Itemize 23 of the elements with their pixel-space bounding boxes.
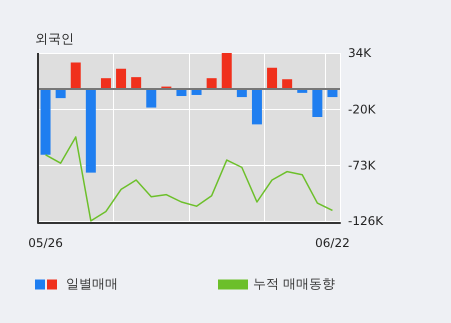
bar — [100, 78, 111, 89]
bar — [252, 88, 262, 124]
y-tick-label: 34K — [348, 46, 372, 60]
line-series — [44, 136, 334, 222]
x-tick-label: 05/26 — [28, 236, 63, 250]
bar — [312, 88, 322, 118]
bar — [70, 62, 81, 89]
x-tick-label: 06/22 — [315, 236, 350, 250]
bar — [282, 79, 292, 89]
bar — [267, 68, 278, 89]
bar — [222, 53, 232, 89]
y-tick-label: -126K — [348, 214, 384, 228]
bar — [40, 88, 51, 155]
bar — [131, 77, 142, 89]
legend-label: 일별매매 — [66, 277, 118, 292]
legend-label: 누적 매매동향 — [253, 277, 336, 292]
chart-title: 외국인 — [35, 32, 74, 47]
bar — [146, 88, 156, 108]
bar — [206, 78, 217, 89]
bar — [86, 88, 96, 173]
bar — [116, 68, 126, 89]
y-tick-label: -20K — [348, 102, 377, 117]
y-tick-label: -73K — [348, 158, 377, 172]
